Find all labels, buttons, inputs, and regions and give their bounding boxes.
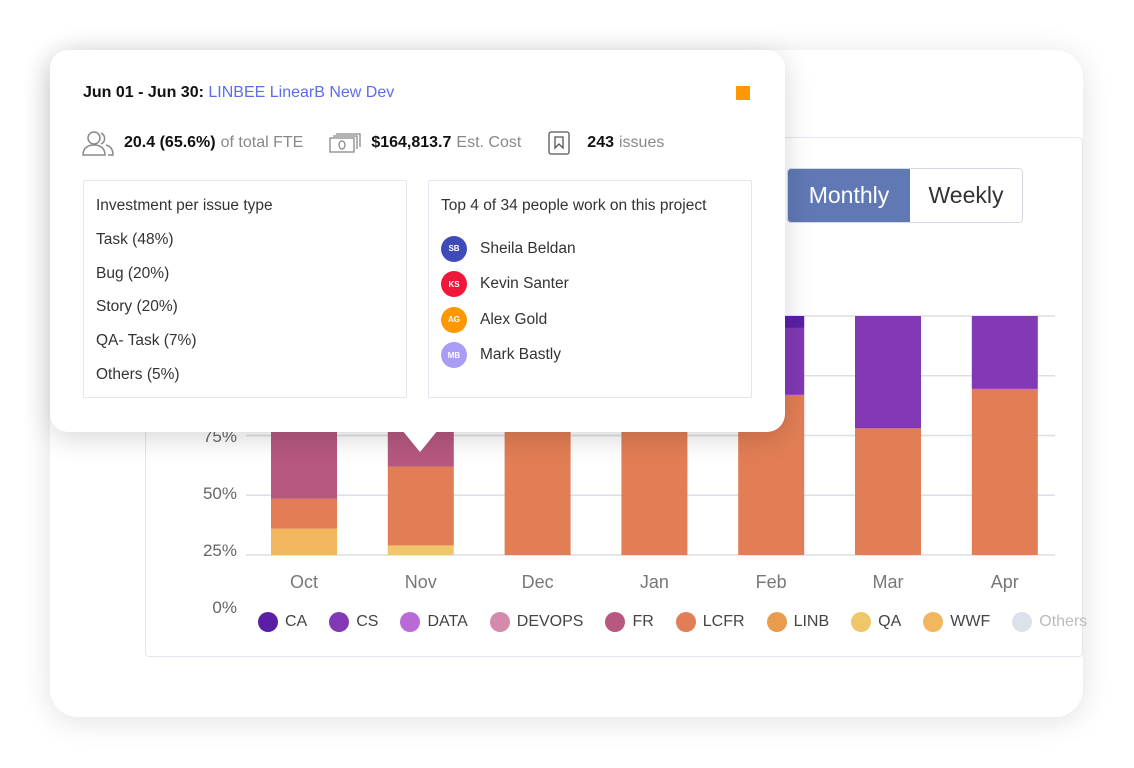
person-row[interactable]: AG Alex Gold [441,302,739,338]
people-title: Top 4 of 34 people work on this project [441,197,707,214]
legend-label: WWF [950,613,991,630]
money-icon [329,133,361,153]
legend-label: QA [878,613,902,630]
legend-label: DEVOPS [516,613,584,630]
bar-segment-qa[interactable] [387,545,454,555]
y-tick-label: 50% [203,484,237,503]
bar-segment-cs[interactable] [855,316,921,429]
project-color-marker [736,86,750,100]
x-tick-label: Dec [522,572,554,592]
legend-item-devops[interactable]: DEVOPS [489,612,584,632]
x-tick-label: Jan [640,572,669,592]
legend-swatch [675,612,696,632]
legend-label: LINB [793,613,830,630]
legend-item-cs[interactable]: CS [329,612,378,632]
person-name: Mark Bastly [480,346,561,364]
legend-swatch [489,612,510,632]
fte-label: of total FTE [220,134,304,151]
x-tick-label: Mar [873,572,904,592]
monthly-button[interactable]: Monthly [788,169,910,222]
project-name[interactable]: LINBEE LinearB New Dev [208,84,395,101]
issues-label: issues [619,134,665,151]
avatar: MB [441,342,467,369]
bar-segment-lcfr[interactable] [271,498,337,529]
x-tick-label: Apr [991,572,1019,592]
avatar: AG [441,306,467,333]
y-tick-label: 0% [212,598,237,617]
legend-swatch [329,612,350,632]
legend-label: CS [356,613,379,630]
issue-bookmark-icon [548,131,570,155]
person-row[interactable]: MB Mark Bastly [441,338,739,374]
legend-item-wwf[interactable]: WWF [923,612,990,632]
people-icon [82,131,114,156]
investment-item: QA- Task (7%) [96,332,197,350]
avatar: KS [441,271,467,298]
legend-label: LCFR [702,613,745,630]
investment-item: Story (20%) [96,298,178,316]
bar-segment-lcfr[interactable] [971,388,1038,555]
legend-item-ca[interactable]: CA [258,612,307,632]
investment-item: Others (5%) [96,365,180,383]
chart-legend: CA CS DATA DEVOPS FR LCFR LINB QA WWF Others [258,612,1109,632]
people-box: Top 4 of 34 people work on this project … [428,180,752,398]
legend-swatch [1012,612,1033,632]
legend-swatch [258,612,278,632]
legend-swatch [400,612,421,632]
legend-swatch [605,612,626,632]
x-tick-label: Nov [405,572,437,592]
person-name: Kevin Santer [480,275,569,293]
cost-label: Est. Cost [456,134,522,151]
period-toggle: Monthly Weekly [787,168,1023,223]
weekly-button[interactable]: Weekly [928,182,1004,208]
legend-label: DATA [427,613,468,630]
fte-value: 20.4 (65.6%) [124,134,216,151]
x-tick-label: Feb [756,572,787,592]
bar-segment-cs[interactable] [971,316,1038,389]
person-name: Alex Gold [480,310,548,328]
legend-item-others[interactable]: Others [1012,612,1087,632]
legend-item-linb[interactable]: LINB [766,612,830,632]
y-tick-label: 25% [203,541,237,560]
legend-item-data[interactable]: DATA [400,612,468,632]
bar-segment-lcfr[interactable] [387,466,454,546]
cost-value: $164,813.7 [371,134,452,151]
legend-label: Others [1039,613,1088,630]
person-name: Sheila Beldan [480,239,576,257]
x-tick-label: Oct [290,572,318,592]
legend-swatch [923,612,944,632]
person-row[interactable]: KS Kevin Santer [441,266,739,302]
investment-item: Task (48%) [96,230,174,248]
investment-box: Investment per issue type Task (48%) Bug… [83,180,407,398]
tooltip-header: Jun 01 - Jun 30: LINBEE LinearB New Dev [83,84,394,102]
investment-item: Bug (20%) [96,264,170,282]
legend-item-qa[interactable]: QA [851,612,901,632]
investment-title: Investment per issue type [96,197,273,214]
legend-item-lcfr[interactable]: LCFR [675,612,745,632]
legend-swatch [851,612,872,632]
legend-item-fr[interactable]: FR [605,612,654,632]
project-tooltip: Jun 01 - Jun 30: LINBEE LinearB New Dev … [50,50,785,452]
date-range: Jun 01 - Jun 30: [83,84,204,101]
issues-value: 243 [587,134,614,151]
avatar: SB [441,235,467,262]
legend-swatch [766,612,787,632]
tooltip-stats: 20.4 (65.6%) of total FTE $164,813.7 Est. … [82,130,664,156]
bar-segment-lcfr[interactable] [855,428,921,555]
bar-segment-wwf[interactable] [271,528,337,555]
person-row[interactable]: SB Sheila Beldan [441,231,739,267]
legend-label: FR [632,613,654,630]
legend-label: CA [285,613,308,630]
